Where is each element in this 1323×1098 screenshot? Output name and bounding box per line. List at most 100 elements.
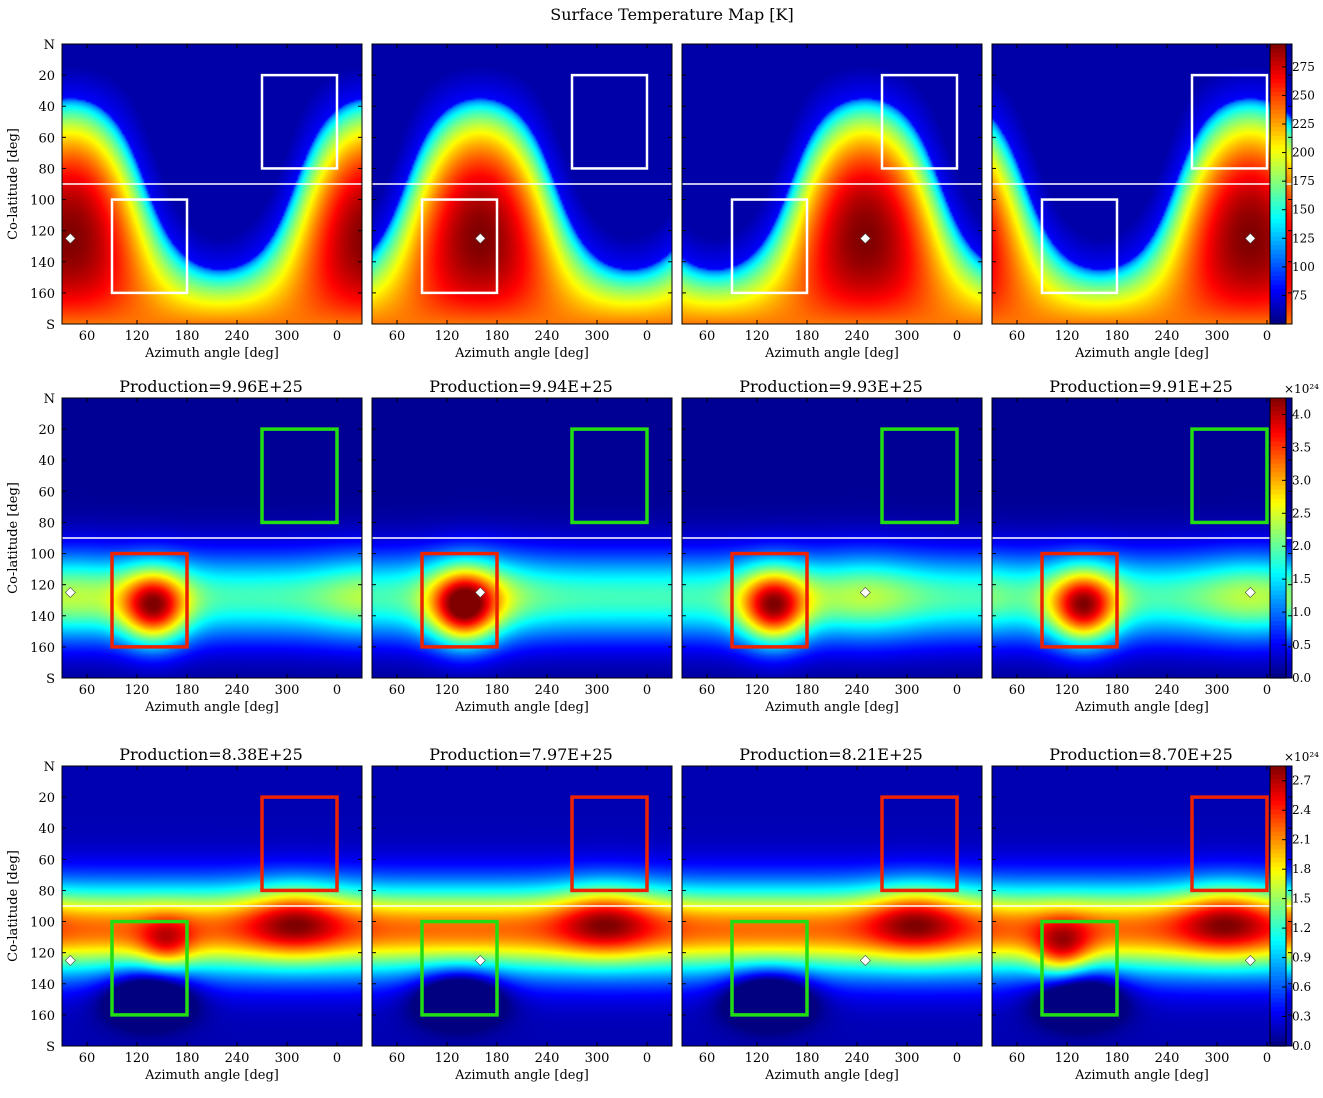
y-tick-label: 20 (38, 423, 55, 438)
x-axis-label: Azimuth angle [deg] (764, 346, 899, 361)
colorbar-segment (1270, 157, 1286, 163)
colorbar-segment (1270, 980, 1286, 986)
colorbar-segment (1270, 984, 1286, 990)
colorbar-segment (1270, 555, 1286, 561)
panel-r1-c1: 60 120 180 240 300 0 Azimuth angle [deg] N 20 40 6… (6, 38, 363, 361)
x-tick-label: 120 (435, 683, 460, 698)
x-tick-label: 0 (643, 1051, 651, 1066)
subsolar-marker (474, 955, 486, 966)
colorbar-segment (1270, 573, 1286, 578)
x-tick-label: 240 (1155, 329, 1180, 344)
x-tick-label: 300 (895, 329, 920, 344)
colorbar-segment (1270, 814, 1286, 820)
x-tick-label: 60 (1009, 1051, 1026, 1066)
y-tick-label: 120 (30, 579, 55, 594)
panel-r2-c3: Production=9.93E+25 60 120 180 240 300 0 Azimut… (681, 377, 983, 715)
colorbar-segment (1270, 910, 1286, 916)
colorbar-segment (1270, 967, 1286, 973)
colorbar-segment (1270, 577, 1286, 583)
y-tick-label: 160 (30, 641, 55, 656)
region-box-north (570, 427, 649, 525)
panel-title: Production=7.97E+25 (429, 745, 613, 764)
colorbar-tick-label: 4.0 (1292, 407, 1311, 421)
panel-r3-c3: Production=8.21E+25 60 120 180 240 300 0 Azimut… (681, 745, 983, 1083)
colorbar-segment (1270, 271, 1286, 277)
colorbar-segment (1270, 463, 1286, 469)
x-tick-label: 0 (953, 1051, 961, 1066)
x-tick-label: 120 (125, 683, 150, 698)
colorbar-segment (1270, 223, 1286, 229)
x-tick-label: 60 (79, 1051, 96, 1066)
x-tick-label: 60 (389, 1051, 406, 1066)
colorbar-segment (1270, 787, 1286, 793)
x-tick-label: 240 (845, 1051, 870, 1066)
colorbar-segment (1270, 192, 1286, 198)
region-box-south (420, 919, 499, 1017)
colorbar-segment (1270, 954, 1286, 960)
colorbar-segment (1270, 949, 1286, 955)
colorbar-segment (1270, 656, 1286, 662)
colorbar-segment (1270, 801, 1286, 806)
colorbar-tick-label: 0.0 (1292, 671, 1311, 685)
panel-r1-c4: 60 120 180 240 300 0 Azimuth angle [deg] (991, 43, 1293, 361)
colorbar-tick-label: 250 (1292, 88, 1315, 102)
panel-title: Production=8.21E+25 (739, 745, 923, 764)
colorbar-segment (1270, 454, 1286, 460)
colorbar-tick-label: 0.6 (1292, 980, 1311, 994)
panel-r1-c3: 60 120 180 240 300 0 Azimuth angle [deg] (681, 43, 983, 361)
y-tick-label: 40 (38, 822, 55, 837)
x-tick-label: 180 (1105, 1051, 1130, 1066)
panel-r2-c2: Production=9.94E+25 60 120 180 240 300 0 Azimut… (371, 377, 673, 715)
colorbar-segment (1270, 485, 1286, 491)
x-tick-label: 300 (585, 683, 610, 698)
colorbar-tick-label: 175 (1292, 174, 1315, 188)
colorbar-segment (1270, 1019, 1286, 1025)
colorbar-segment (1270, 1037, 1286, 1043)
colorbars-group: 75 100 125 150 175 200 225 250 275 0.0 0.5 1.0 1.5 2.… (1269, 43, 1319, 1053)
panel-r2-c4: Production=9.91E+25 60 120 180 240 300 0 Azimut… (991, 377, 1293, 715)
colorbar-segment (1270, 862, 1286, 868)
subsolar-marker (859, 955, 871, 966)
colorbar-segment (1270, 310, 1286, 316)
colorbar-segment (1270, 476, 1286, 482)
x-tick-label: 240 (225, 683, 250, 698)
colorbar-segment (1270, 232, 1286, 238)
colorbar-segment (1270, 766, 1286, 771)
x-tick-label: 240 (535, 683, 560, 698)
x-tick-label: 240 (225, 329, 250, 344)
x-axis-label: Azimuth angle [deg] (764, 700, 899, 715)
x-tick-label: 300 (585, 329, 610, 344)
x-tick-label: 180 (485, 683, 510, 698)
colorbar-segment (1270, 245, 1286, 251)
colorbar-segment (1270, 433, 1286, 438)
colorbar-segment (1270, 210, 1286, 216)
x-tick-label: 120 (1055, 683, 1080, 698)
x-tick-label: 0 (1263, 1051, 1271, 1066)
colorbar-tick-label: 3.5 (1292, 440, 1311, 454)
colorbar-segment (1270, 871, 1286, 876)
colorbar-segment (1270, 114, 1286, 119)
colorbar-segment (1270, 459, 1286, 465)
panel-frame (61, 43, 363, 325)
colorbar-segment (1270, 293, 1286, 299)
colorbar-segment (1270, 179, 1286, 185)
colorbar-segment (1270, 201, 1286, 207)
colorbar-segment (1270, 551, 1286, 557)
region-box-south (110, 551, 189, 649)
colorbar-segment (1270, 254, 1286, 259)
x-tick-label: 180 (795, 1051, 820, 1066)
colorbar-segment (1270, 634, 1286, 640)
colorbar-segment (1270, 770, 1286, 776)
y-tick-label: 160 (30, 287, 55, 302)
colorbar-segment (1270, 1032, 1286, 1038)
x-tick-label: 240 (225, 1051, 250, 1066)
colorbar-segment (1270, 568, 1286, 574)
region-box-north (260, 427, 339, 525)
y-tick-label: 40 (38, 454, 55, 469)
colorbar-segment (1270, 275, 1286, 281)
colorbar-segment (1270, 660, 1286, 666)
panel-frame (371, 397, 673, 679)
colorbar-segment (1270, 100, 1286, 106)
colorbar-segment (1270, 175, 1286, 181)
